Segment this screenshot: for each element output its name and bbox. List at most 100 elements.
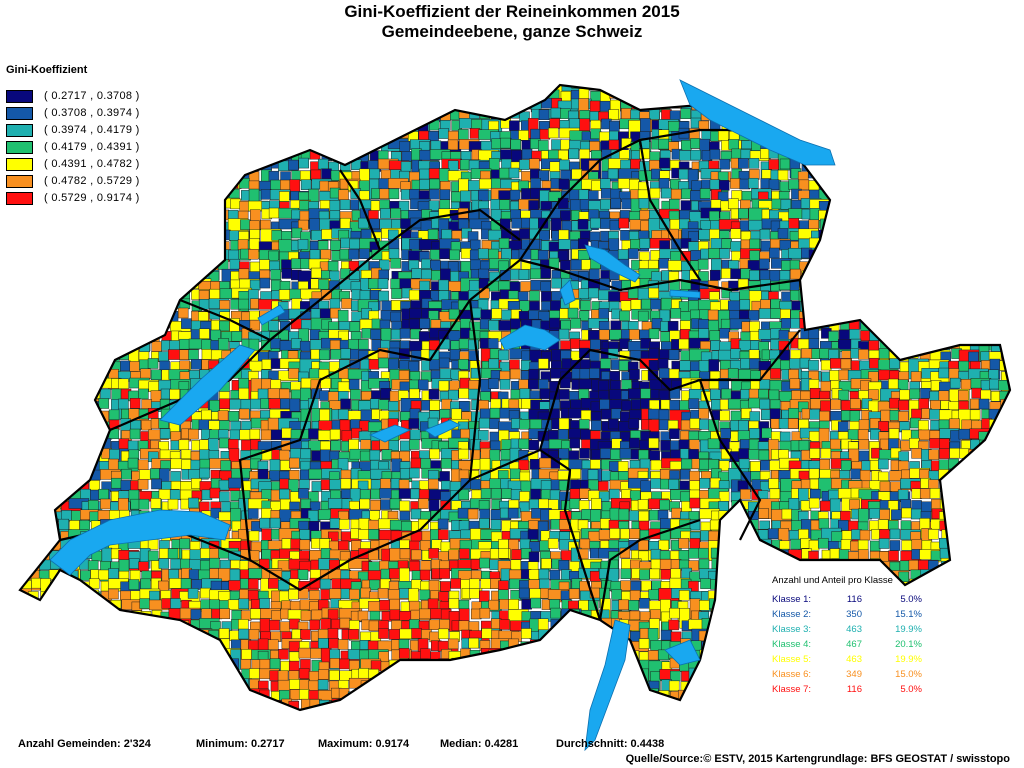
- municipality-cell: [189, 257, 201, 279]
- municipality-cell: [880, 321, 891, 332]
- municipality-cell: [168, 278, 190, 290]
- municipality-cell: [690, 149, 702, 161]
- municipality-cell: [959, 279, 980, 290]
- municipality-cell: [509, 98, 531, 109]
- municipality-cell: [178, 168, 190, 179]
- municipality-cell: [651, 61, 661, 71]
- municipality-cell: [889, 249, 901, 261]
- municipality-cell: [390, 278, 401, 290]
- municipality-cell: [0, 260, 9, 270]
- municipality-cell: [148, 100, 170, 112]
- municipality-cell: [231, 85, 253, 93]
- municipality-cell: [919, 270, 931, 281]
- municipality-cell: [620, 300, 632, 311]
- municipality-cell: [117, 241, 129, 252]
- municipality-cell: [179, 538, 190, 549]
- municipality-cell: [798, 440, 810, 451]
- municipality-cell: [28, 351, 39, 372]
- municipality-cell: [129, 331, 141, 343]
- municipality-cell: [850, 181, 871, 203]
- municipality-cell: [31, 368, 53, 379]
- municipality-cell: [991, 439, 1003, 450]
- municipality-cell: [960, 379, 972, 390]
- municipality-cell: [100, 268, 121, 279]
- municipality-cell: [1007, 520, 1010, 531]
- municipality-cell: [200, 61, 210, 81]
- municipality-cell: [939, 251, 961, 272]
- municipality-cell: [580, 429, 591, 440]
- municipality-cell: [859, 170, 871, 182]
- municipality-cell: [978, 190, 989, 201]
- municipality-cell: [678, 338, 690, 350]
- municipality-cell: [399, 500, 410, 512]
- municipality-cell: [938, 88, 949, 110]
- municipality-cell: [331, 61, 341, 71]
- municipality-cell: [289, 129, 310, 140]
- municipality-cell: [189, 151, 201, 173]
- municipality-cell: [750, 91, 761, 102]
- municipality-cell: [20, 479, 21, 491]
- municipality-cell: [268, 170, 280, 182]
- municipality-cell: [740, 149, 752, 160]
- municipality-cell: [991, 170, 1010, 181]
- municipality-cell: [529, 290, 540, 302]
- municipality-cell: [509, 120, 520, 131]
- municipality-cell: [1001, 108, 1010, 120]
- municipality-cell: [1020, 362, 1024, 372]
- municipality-cell: [749, 411, 761, 422]
- municipality-cell: [840, 228, 852, 239]
- municipality-cell: [348, 89, 369, 100]
- municipality-cell: [827, 248, 839, 259]
- municipality-cell: [158, 198, 170, 220]
- municipality-cell: [239, 131, 260, 152]
- municipality-cell: [528, 498, 540, 510]
- municipality-cell: [919, 138, 931, 150]
- municipality-cell: [438, 85, 449, 89]
- municipality-cell: [428, 478, 439, 490]
- municipality-cell: [579, 448, 590, 459]
- municipality-cell: [1009, 59, 1024, 69]
- municipality-cell: [20, 281, 30, 293]
- municipality-cell: [769, 247, 780, 259]
- municipality-cell: [858, 201, 870, 213]
- municipality-cell: [20, 501, 32, 512]
- municipality-cell: [1009, 378, 1010, 389]
- municipality-cell: [600, 178, 611, 189]
- municipality-cell: [1019, 199, 1024, 219]
- municipality-cell: [111, 240, 122, 251]
- municipality-cell: [207, 108, 219, 130]
- municipality-cell: [139, 140, 160, 162]
- municipality-cell: [929, 161, 940, 172]
- municipality-cell: [988, 91, 999, 102]
- municipality-cell: [820, 239, 832, 251]
- municipality-cell: [880, 208, 902, 229]
- municipality-cell: [380, 100, 402, 112]
- municipality-cell: [839, 189, 850, 211]
- municipality-cell: [332, 69, 342, 79]
- municipality-cell: [30, 279, 42, 290]
- municipality-cell: [377, 278, 389, 289]
- municipality-cell: [141, 149, 152, 171]
- municipality-cell: [200, 138, 222, 150]
- municipality-cell: [931, 288, 942, 300]
- municipality-cell: [920, 210, 931, 221]
- municipality-cell: [0, 439, 8, 459]
- municipality-cell: [661, 88, 672, 100]
- municipality-cell: [230, 198, 241, 210]
- municipality-cell: [561, 69, 571, 79]
- municipality-cell: [27, 390, 39, 401]
- municipality-cell: [488, 320, 499, 331]
- municipality-cell: [191, 269, 203, 281]
- municipality-cell: [692, 69, 702, 79]
- municipality-cell: [550, 107, 562, 119]
- municipality-cell: [220, 101, 231, 122]
- municipality-cell: [467, 508, 479, 520]
- municipality-cell: [448, 389, 459, 401]
- municipality-cell: [898, 411, 909, 422]
- municipality-cell: [849, 499, 860, 510]
- municipality-cell: [911, 448, 922, 459]
- municipality-cell: [480, 309, 492, 321]
- municipality-cell: [871, 91, 882, 102]
- municipality-cell: [759, 269, 771, 281]
- municipality-cell: [329, 429, 341, 440]
